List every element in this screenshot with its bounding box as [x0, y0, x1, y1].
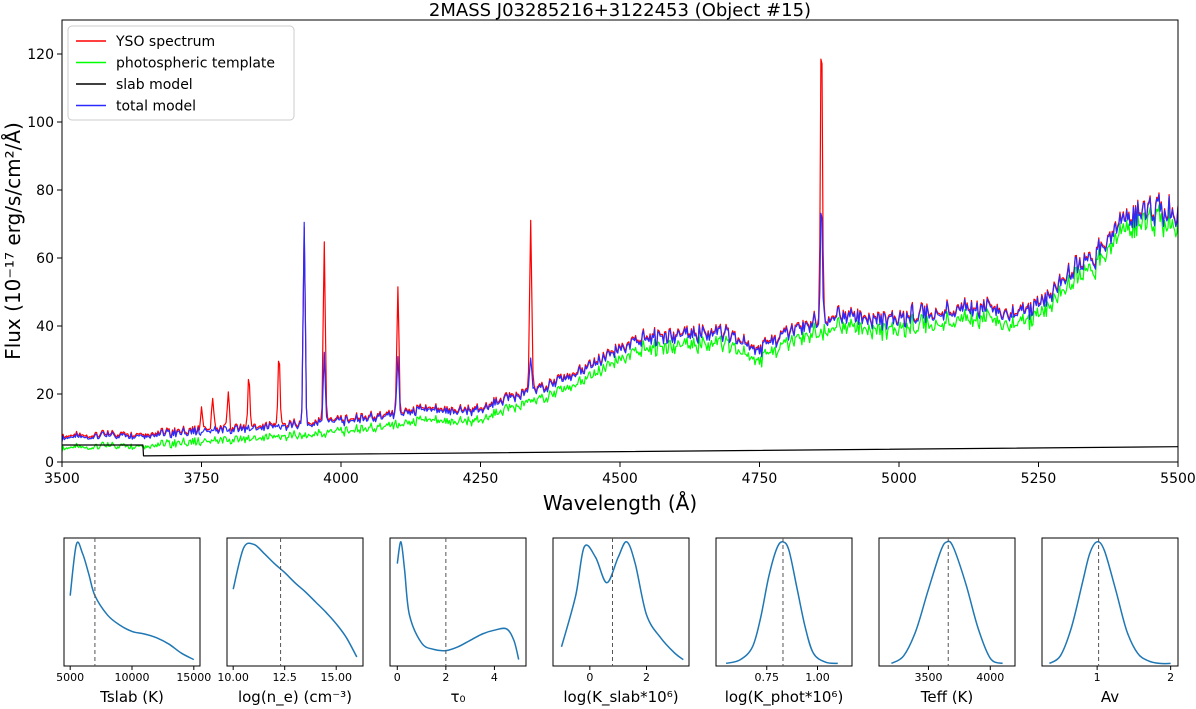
- x-tick-label: 4000: [323, 471, 359, 487]
- panel-x-tick-label: 2: [442, 671, 449, 684]
- x-axis-label: Wavelength (Å): [543, 491, 697, 515]
- panel-x-label: log(K_slab*10⁶): [563, 688, 678, 707]
- posterior-curve: [891, 540, 1003, 665]
- panel-x-label: log(n_e) (cm⁻³): [238, 688, 352, 707]
- panel-frame: [226, 537, 364, 667]
- panel-x-tick-label: 4000: [976, 671, 1004, 684]
- panel-frame: [878, 537, 1016, 667]
- panel-frame: [389, 537, 527, 667]
- y-tick-label: 40: [36, 319, 54, 335]
- x-tick-label: 3500: [44, 471, 80, 487]
- panel-x-tick-label: 10000: [115, 671, 150, 684]
- panel-x-tick-label: 1: [1094, 671, 1101, 684]
- legend-label: photospheric template: [116, 56, 275, 72]
- series-line-2: [62, 444, 1178, 457]
- y-tick-label: 20: [36, 387, 54, 403]
- legend-label: total model: [116, 99, 196, 115]
- panel-x-tick-label: 15.00: [320, 671, 352, 684]
- x-tick-label: 5500: [1160, 471, 1196, 487]
- series-line-3: [62, 194, 1178, 442]
- main-spectrum-chart: 3500 3750 4000 4250 4500 4750 5000 5250 5500 0 20 4…: [1, 0, 1196, 515]
- legend: YSO spectrum photospheric template slab mo…: [67, 25, 295, 121]
- posterior-curve: [396, 541, 520, 660]
- panel-frame: [1041, 537, 1179, 667]
- panel-x-tick-label: 15000: [176, 671, 211, 684]
- panel-x-label: log(K_phot*10⁶): [725, 688, 844, 707]
- x-tick-label: 4750: [742, 471, 778, 487]
- panel-x-label: Av: [1101, 688, 1119, 706]
- series-line-1: [62, 204, 1178, 453]
- posterior-panels: 5000 10000 15000 Tslab (K) 10.00 12.5 15.00 log…: [56, 537, 1179, 707]
- posterior-panel-0: 5000 10000 15000 Tslab (K): [56, 537, 211, 706]
- panel-x-label: Tslab (K): [99, 688, 164, 706]
- y-tick-label: 100: [27, 115, 54, 131]
- panel-x-label: τ₀: [450, 688, 465, 706]
- panel-x-tick-label: 2: [643, 671, 650, 684]
- panel-x-tick-label: 2: [1167, 671, 1174, 684]
- posterior-panel-2: 0 2 4 τ₀: [389, 537, 527, 706]
- panel-x-tick-label: 3500: [914, 671, 942, 684]
- panel-frame: [715, 537, 853, 667]
- x-tick-label: 3750: [184, 471, 220, 487]
- posterior-panel-1: 10.00 12.5 15.00 log(n_e) (cm⁻³): [217, 537, 364, 707]
- x-tick-label: 4250: [463, 471, 499, 487]
- panel-x-tick-label: 4: [491, 671, 498, 684]
- panel-x-tick-label: 5000: [56, 671, 84, 684]
- y-tick-label: 80: [36, 183, 54, 199]
- y-tick-label: 60: [36, 251, 54, 267]
- legend-box: [67, 25, 295, 121]
- panel-frame: [552, 537, 690, 667]
- panel-x-tick-label: 0: [394, 671, 401, 684]
- posterior-curve: [1048, 540, 1171, 665]
- y-axis-label: Flux (10⁻¹⁷ erg/s/cm²/Å): [1, 122, 25, 360]
- x-tick-label: 5000: [881, 471, 917, 487]
- panel-x-tick-label: 0.75: [754, 671, 779, 684]
- posterior-panel-3: 0 2 log(K_slab*10⁶): [552, 537, 690, 707]
- posterior-panel-6: 1 2 Av: [1041, 537, 1179, 706]
- panel-x-tick-label: 1.00: [805, 671, 830, 684]
- x-tick-label: 4500: [602, 471, 638, 487]
- x-tick-label: 5250: [1021, 471, 1057, 487]
- y-tick-label: 0: [45, 455, 54, 471]
- legend-label: YSO spectrum: [115, 34, 215, 50]
- chart-title: 2MASS J03285216+3122453 (Object #15): [429, 0, 811, 21]
- posterior-curve: [232, 542, 358, 658]
- panel-x-tick-label: 12.5: [272, 671, 297, 684]
- legend-label: slab model: [116, 77, 193, 93]
- y-tick-label: 120: [27, 47, 54, 63]
- posterior-curve: [560, 541, 684, 661]
- panel-x-tick-label: 10.00: [217, 671, 249, 684]
- posterior-panel-4: 0.75 1.00 log(K_phot*10⁶): [715, 537, 853, 707]
- panel-x-label: Teff (K): [920, 688, 974, 706]
- posterior-curve: [69, 541, 195, 661]
- panel-x-tick-label: 0: [586, 671, 593, 684]
